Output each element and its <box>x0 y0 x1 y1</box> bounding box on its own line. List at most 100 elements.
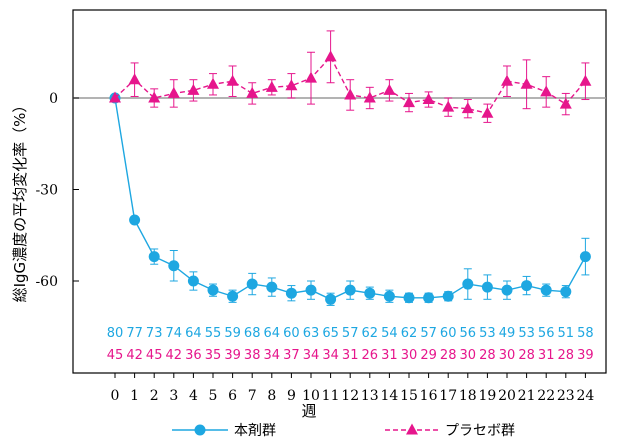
count-label: 64 <box>185 326 202 341</box>
count-label: 30 <box>460 348 477 363</box>
count-label: 38 <box>244 348 261 363</box>
count-label: 28 <box>518 348 535 363</box>
count-label: 68 <box>244 326 261 341</box>
data-point <box>266 282 277 293</box>
count-label: 37 <box>283 348 300 363</box>
data-point <box>306 285 317 296</box>
data-point <box>423 292 434 303</box>
count-label: 74 <box>166 326 183 341</box>
count-label: 39 <box>224 348 241 363</box>
data-point <box>227 75 239 86</box>
legend-label: プラセボ群 <box>445 423 515 439</box>
x-axis-title: 週 <box>301 402 316 420</box>
count-label: 28 <box>558 348 575 363</box>
count-label: 56 <box>460 326 477 341</box>
data-point <box>384 291 395 302</box>
count-label: 73 <box>146 326 163 341</box>
data-point <box>404 292 415 303</box>
x-tick-label: 0 <box>111 388 120 404</box>
data-point <box>286 288 297 299</box>
data-point <box>482 282 493 293</box>
x-tick-label: 11 <box>322 388 340 404</box>
y-tick-label: 0 <box>49 91 58 107</box>
x-tick-label: 23 <box>557 388 575 404</box>
count-label: 63 <box>303 326 320 341</box>
x-tick-label: 2 <box>150 388 159 404</box>
data-point <box>325 50 337 61</box>
x-tick-label: 18 <box>459 388 477 404</box>
x-tick-label: 12 <box>341 388 359 404</box>
data-point <box>129 73 141 84</box>
series-2 <box>109 31 591 123</box>
x-tick-label: 20 <box>498 388 516 404</box>
count-label: 30 <box>401 348 418 363</box>
count-label: 62 <box>401 326 418 341</box>
y-tick-label: -60 <box>35 274 58 290</box>
x-tick-label: 1 <box>130 388 139 404</box>
x-tick-label: 16 <box>420 388 438 404</box>
series-line <box>115 98 585 299</box>
count-label: 31 <box>342 348 359 363</box>
count-label: 62 <box>362 326 379 341</box>
count-label: 49 <box>499 326 516 341</box>
data-point <box>442 101 454 112</box>
count-label: 60 <box>440 326 457 341</box>
data-point <box>501 75 513 86</box>
count-label: 45 <box>107 348 124 363</box>
count-label: 34 <box>322 348 339 363</box>
legend-label: 本剤群 <box>234 423 276 439</box>
x-tick-label: 24 <box>576 388 594 404</box>
x-tick-label: 4 <box>189 388 198 404</box>
x-tick-label: 19 <box>478 388 496 404</box>
count-label: 77 <box>126 326 143 341</box>
count-label: 34 <box>303 348 320 363</box>
data-point <box>208 285 219 296</box>
count-label: 55 <box>205 326 222 341</box>
x-tick-label: 22 <box>537 388 555 404</box>
count-label: 31 <box>381 348 398 363</box>
x-tick-label: 17 <box>439 388 457 404</box>
count-label: 57 <box>342 326 359 341</box>
x-tick-label: 6 <box>228 388 237 404</box>
y-axis-title: 総IgG濃度の平均変化率（%） <box>11 98 29 303</box>
data-point <box>521 78 533 89</box>
data-point <box>462 279 473 290</box>
data-point <box>168 87 180 98</box>
legend-marker <box>195 425 206 436</box>
data-point <box>149 251 160 262</box>
count-label: 59 <box>224 326 241 341</box>
count-label: 42 <box>166 348 183 363</box>
count-label: 58 <box>577 326 594 341</box>
data-point <box>227 291 238 302</box>
count-label: 28 <box>440 348 457 363</box>
data-point <box>560 98 572 109</box>
x-tick-label: 21 <box>518 388 536 404</box>
data-point <box>580 251 591 262</box>
data-point <box>247 279 258 290</box>
data-point <box>443 291 454 302</box>
data-point <box>325 294 336 305</box>
data-point <box>502 285 513 296</box>
x-tick-label: 14 <box>380 388 398 404</box>
count-label: 39 <box>577 348 594 363</box>
count-label: 65 <box>322 326 339 341</box>
count-label: 34 <box>264 348 281 363</box>
x-tick-label: 3 <box>169 388 178 404</box>
count-label: 51 <box>558 326 575 341</box>
count-label: 29 <box>420 348 437 363</box>
x-tick-label: 15 <box>400 388 418 404</box>
count-label: 35 <box>205 348 222 363</box>
legend: 本剤群 プラセボ群 <box>172 423 515 439</box>
x-tick-label: 7 <box>248 388 257 404</box>
x-tick-label: 5 <box>209 388 218 404</box>
count-label: 42 <box>126 348 143 363</box>
data-point <box>207 78 219 89</box>
count-label: 36 <box>185 348 202 363</box>
data-point <box>560 286 571 297</box>
data-point <box>168 260 179 271</box>
data-point <box>541 285 552 296</box>
count-label: 53 <box>479 326 496 341</box>
count-label: 60 <box>283 326 300 341</box>
x-tick-label: 13 <box>361 388 379 404</box>
